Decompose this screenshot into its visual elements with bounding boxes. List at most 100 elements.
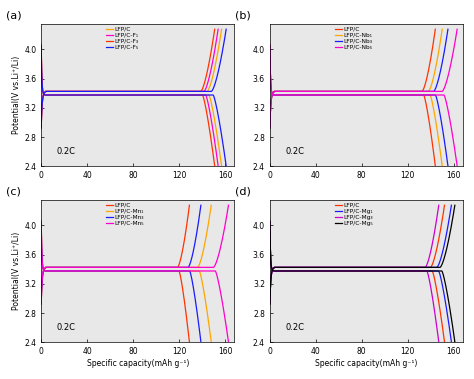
LFP/C-Mn₁ — [40, 273, 46, 278]
Line: LFP/C-F₃: LFP/C-F₃ — [41, 29, 215, 128]
LFP/C — [184, 222, 190, 227]
LFP/C-Mn₅ — [226, 203, 231, 207]
LFP/C-Nb₅ — [448, 61, 454, 65]
LFP/C-Nb₅ — [454, 27, 460, 31]
LFP/C-Mn₃ — [194, 231, 200, 235]
LFP/C — [187, 203, 192, 207]
LFP/C — [213, 61, 219, 65]
Text: (a): (a) — [7, 11, 22, 21]
Line: LFP/C-Mg₅: LFP/C-Mg₅ — [270, 205, 455, 304]
LFP/C-F₃ — [38, 125, 44, 130]
LFP/C — [38, 302, 44, 306]
LFP/C-F₃ — [201, 81, 207, 86]
LFP/C-Mn₁ — [198, 258, 204, 262]
LFP/C-F₅ — [212, 81, 218, 86]
LFP/C-Nb₅ — [449, 55, 455, 59]
LFP/C-Mg₁ — [409, 265, 415, 269]
LFP/C-Nb₃ — [442, 47, 447, 51]
Y-axis label: Potential(V vs.Li⁺/Li): Potential(V vs.Li⁺/Li) — [12, 56, 21, 134]
LFP/C — [422, 81, 428, 86]
LFP/C — [427, 61, 433, 65]
LFP/C-Mn₃ — [188, 258, 194, 262]
LFP/C-Mg₅ — [447, 231, 453, 235]
LFP/C-Mg₃ — [431, 231, 437, 235]
LFP/C-Mg₃ — [430, 237, 436, 241]
LFP/C-Nb₃ — [440, 55, 446, 59]
LFP/C-Mn₃ — [195, 222, 201, 227]
LFP/C-F₁ — [177, 89, 182, 94]
LFP/C — [268, 273, 274, 278]
LFP/C-Mn₅ — [222, 222, 228, 227]
LFP/C-Nb₁ — [435, 55, 440, 59]
LFP/C-Nb₃ — [439, 61, 445, 65]
LFP/C — [155, 265, 160, 269]
Line: LFP/C-F₅: LFP/C-F₅ — [41, 29, 226, 128]
LFP/C-F₅ — [217, 61, 223, 65]
Line: LFP/C: LFP/C — [41, 205, 190, 304]
LFP/C-Mg₅ — [449, 222, 455, 227]
LFP/C-Mn₅ — [221, 231, 227, 235]
Line: LFP/C: LFP/C — [270, 29, 435, 128]
Text: (d): (d) — [235, 187, 251, 197]
LFP/C — [429, 47, 435, 51]
LFP/C-Nb₅ — [267, 125, 273, 130]
LFP/C-F₅ — [220, 47, 226, 51]
Legend: LFP/C, LFP/C-Nb₁, LFP/C-Nb₃, LFP/C-Nb₅: LFP/C, LFP/C-Nb₁, LFP/C-Nb₃, LFP/C-Nb₅ — [335, 27, 373, 50]
LFP/C-Nb₃ — [407, 89, 412, 94]
LFP/C-Mn₅ — [214, 258, 220, 262]
LFP/C-Nb₅ — [451, 47, 456, 51]
LFP/C-F₁ — [38, 125, 44, 130]
LFP/C — [40, 273, 46, 278]
LFP/C — [436, 237, 442, 241]
LFP/C-Nb₁ — [429, 81, 435, 86]
LFP/C-Nb₃ — [268, 97, 274, 102]
LFP/C-Mg₅ — [446, 237, 452, 241]
LFP/C-Mn₃ — [198, 203, 204, 207]
LFP/C-Mn₁ — [204, 231, 210, 235]
LFP/C-Mn₃ — [38, 302, 44, 306]
LFP/C — [208, 81, 213, 86]
LFP/C-F₃ — [209, 47, 214, 51]
Line: LFP/C: LFP/C — [270, 205, 445, 304]
Line: LFP/C-Mn₃: LFP/C-Mn₃ — [41, 205, 201, 304]
Line: LFP/C-Mn₁: LFP/C-Mn₁ — [41, 205, 211, 304]
LFP/C-Mg₁ — [268, 273, 274, 278]
LFP/C-Mn₁ — [203, 237, 209, 241]
LFP/C-Mn₅ — [38, 302, 44, 306]
LFP/C-F₅ — [183, 89, 189, 94]
LFP/C — [267, 125, 273, 130]
LFP/C-Nb₁ — [268, 97, 274, 102]
Y-axis label: Potential(V vs.Li⁺/Li): Potential(V vs.Li⁺/Li) — [12, 232, 21, 310]
LFP/C-Mn₃ — [40, 273, 46, 278]
LFP/C — [180, 89, 185, 94]
LFP/C-Mg₁ — [443, 237, 448, 241]
LFP/C-Mg₃ — [400, 265, 405, 269]
LFP/C — [214, 55, 220, 59]
LFP/C — [428, 55, 434, 59]
LFP/C-F₁ — [40, 97, 46, 102]
LFP/C-Mg₃ — [426, 258, 431, 262]
LFP/C — [182, 237, 187, 241]
LFP/C-Nb₁ — [436, 47, 442, 51]
LFP/C — [219, 27, 224, 31]
LFP/C-F₅ — [219, 55, 224, 59]
Line: LFP/C: LFP/C — [41, 29, 221, 128]
LFP/C-Mn₁ — [205, 222, 211, 227]
LFP/C-Mg₁ — [438, 258, 443, 262]
Line: LFP/C-Mg₁: LFP/C-Mg₁ — [270, 205, 451, 304]
LFP/C-Nb₁ — [402, 89, 408, 94]
LFP/C-Mg₅ — [452, 203, 458, 207]
LFP/C — [437, 231, 443, 235]
LFP/C-Nb₃ — [445, 27, 451, 31]
Text: 0.2C: 0.2C — [285, 147, 304, 156]
LFP/C-Mn₁ — [38, 302, 44, 306]
LFP/C — [397, 89, 402, 94]
LFP/C — [442, 203, 447, 207]
LFP/C-Nb₁ — [267, 125, 273, 130]
Line: LFP/C-Mg₃: LFP/C-Mg₃ — [270, 205, 439, 304]
LFP/C-F₅ — [38, 125, 44, 130]
Legend: LFP/C, LFP/C-F₁, LFP/C-F₃, LFP/C-F₅: LFP/C, LFP/C-F₁, LFP/C-F₃, LFP/C-F₅ — [106, 27, 139, 50]
LFP/C-F₁ — [210, 61, 215, 65]
LFP/C-Mn₃ — [164, 265, 169, 269]
Line: LFP/C-Mn₅: LFP/C-Mn₅ — [41, 205, 228, 304]
